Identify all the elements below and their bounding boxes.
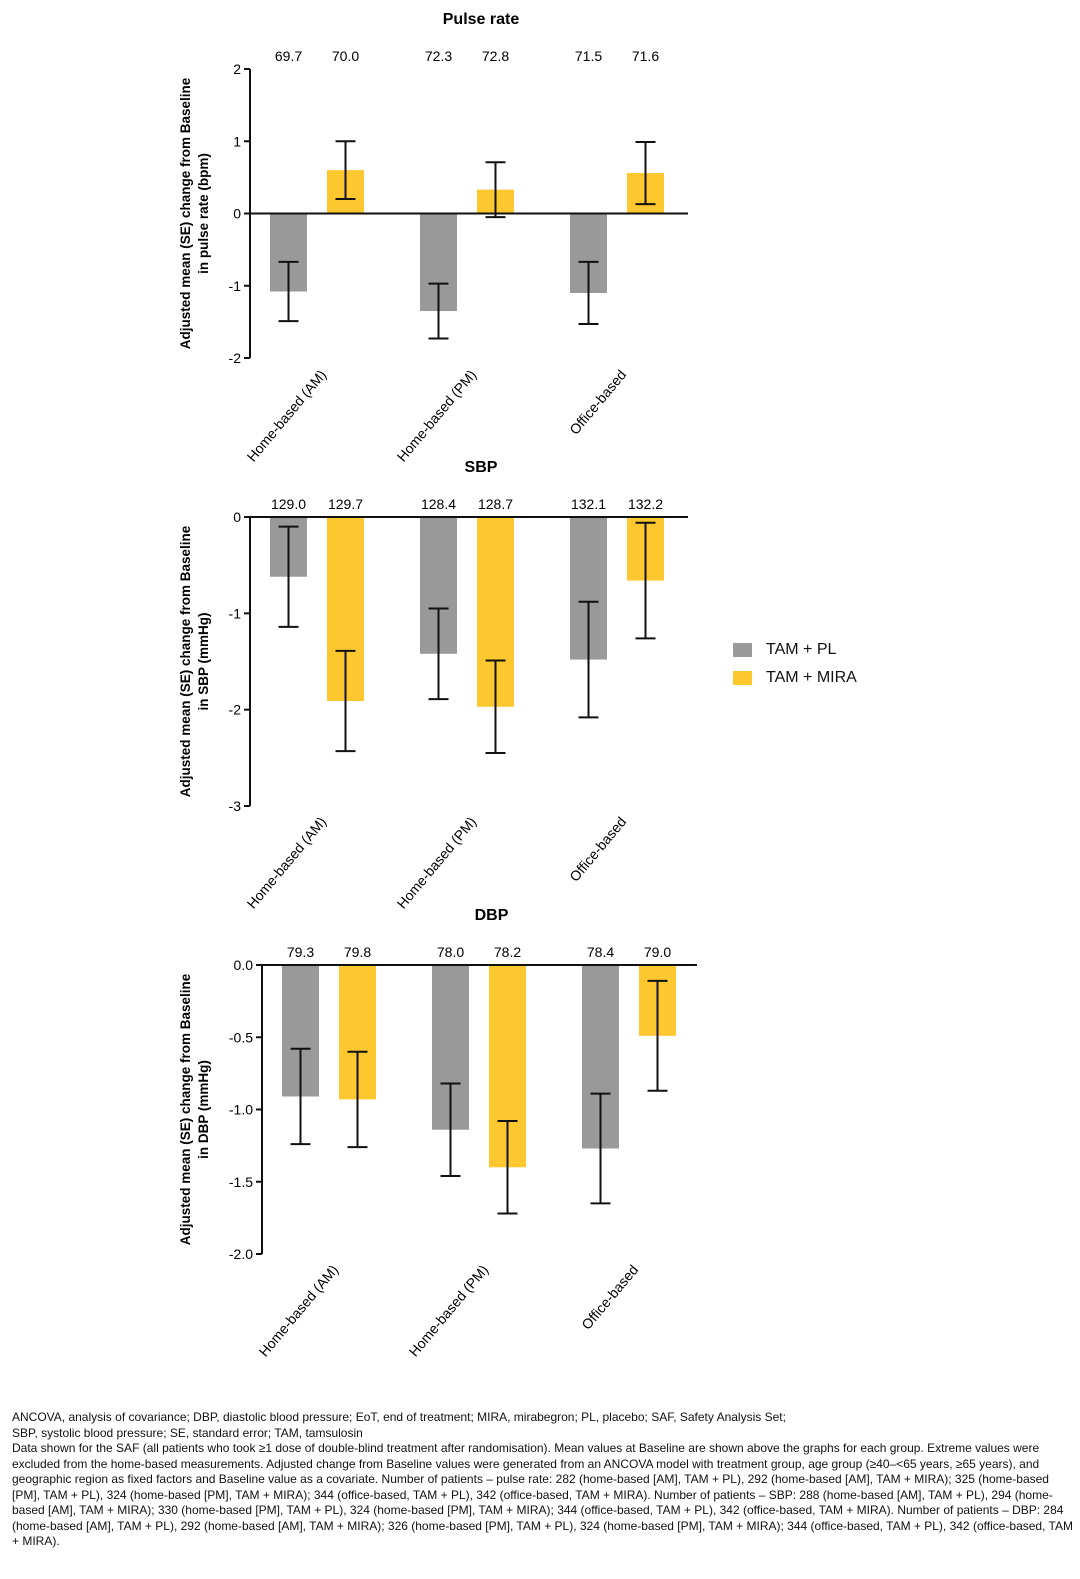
y-axis-label: in pulse rate (bpm) — [196, 153, 211, 274]
y-tick-label: 0 — [233, 509, 241, 525]
baseline-value-label: 72.3 — [425, 48, 452, 64]
baseline-value-label: 78.4 — [587, 944, 614, 960]
baseline-value-label: 79.0 — [644, 944, 671, 960]
y-tick-label: 0.0 — [234, 957, 254, 973]
y-tick-label: -1.0 — [229, 1102, 253, 1118]
y-axis-label: Adjusted mean (SE) change from Baseline — [178, 973, 193, 1245]
baseline-value-label: 79.8 — [344, 944, 371, 960]
x-category-label: Home-based (PM) — [394, 814, 480, 912]
legend-label-tam-mira: TAM + MIRA — [766, 669, 857, 686]
baseline-value-label: 78.2 — [494, 944, 521, 960]
x-category-label: Home-based (AM) — [256, 1262, 342, 1360]
y-tick-label: 0 — [233, 206, 241, 222]
y-axis-label: in SBP (mmHg) — [196, 612, 211, 710]
y-tick-label: -3 — [229, 798, 242, 814]
x-category-label: Home-based (AM) — [244, 814, 330, 912]
baseline-value-label: 69.7 — [275, 48, 302, 64]
y-tick-label: -1 — [229, 278, 242, 294]
baseline-value-label: 79.3 — [287, 944, 314, 960]
footnote-abbreviations-2: SBP, systolic blood pressure; SE, standa… — [12, 1425, 363, 1440]
footnote-methods: Data shown for the SAF (all patients who… — [12, 1441, 1073, 1548]
footnote: ANCOVA, analysis of covariance; DBP, dia… — [12, 1410, 1074, 1550]
y-tick-label: -2 — [229, 702, 242, 718]
baseline-value-label: 132.1 — [571, 496, 606, 512]
y-axis-label: Adjusted mean (SE) change from Baseline — [178, 525, 193, 797]
x-category-label: Office-based — [578, 1262, 641, 1333]
y-tick-label: 2 — [233, 61, 241, 77]
y-tick-label: -2 — [229, 350, 242, 366]
chart-title: SBP — [465, 459, 498, 476]
y-tick-label: -2.0 — [229, 1246, 253, 1262]
baseline-value-label: 128.7 — [478, 496, 513, 512]
y-tick-label: 1 — [233, 133, 241, 149]
legend-item-tam-mira: TAM + MIRA — [733, 664, 857, 692]
y-tick-label: -1 — [229, 605, 242, 621]
y-tick-label: -1.5 — [229, 1174, 253, 1190]
chart-panel-2: DBP Adjusted mean (SE) change from Baseli… — [178, 907, 697, 1360]
baseline-value-label: 72.8 — [482, 48, 509, 64]
baseline-value-label: 78.0 — [437, 944, 464, 960]
baseline-value-label: 71.5 — [575, 48, 602, 64]
x-category-label: Home-based (PM) — [394, 367, 480, 465]
charts-figure: Pulse rate Adjusted mean (SE) change from… — [178, 11, 697, 1360]
legend-label-tam-pl: TAM + PL — [766, 641, 837, 658]
chart-title: DBP — [475, 907, 509, 924]
x-category-label: Office-based — [566, 367, 629, 438]
legend-swatch-tam-mira — [733, 671, 752, 685]
baseline-value-label: 129.0 — [271, 496, 306, 512]
chart-title: Pulse rate — [443, 11, 520, 28]
chart-panel-0: Pulse rate Adjusted mean (SE) change from… — [178, 11, 688, 465]
baseline-value-label: 129.7 — [328, 496, 363, 512]
y-axis-label: Adjusted mean (SE) change from Baseline — [178, 77, 193, 349]
legend-item-tam-pl: TAM + PL — [733, 636, 857, 664]
x-category-label: Home-based (AM) — [244, 367, 330, 465]
footnote-abbreviations-1: ANCOVA, analysis of covariance; DBP, dia… — [12, 1410, 786, 1424]
baseline-value-label: 71.6 — [632, 48, 659, 64]
x-category-label: Office-based — [566, 814, 629, 885]
baseline-value-label: 128.4 — [421, 496, 456, 512]
baseline-value-label: 70.0 — [332, 48, 359, 64]
chart-panel-1: SBP Adjusted mean (SE) change from Baseli… — [178, 459, 688, 912]
x-category-label: Home-based (PM) — [406, 1262, 492, 1360]
y-tick-label: -0.5 — [229, 1029, 253, 1045]
legend-swatch-tam-pl — [733, 643, 752, 657]
baseline-value-label: 132.2 — [628, 496, 663, 512]
y-axis-label: in DBP (mmHg) — [196, 1060, 211, 1159]
chart-legend: TAM + PL TAM + MIRA — [733, 636, 857, 692]
